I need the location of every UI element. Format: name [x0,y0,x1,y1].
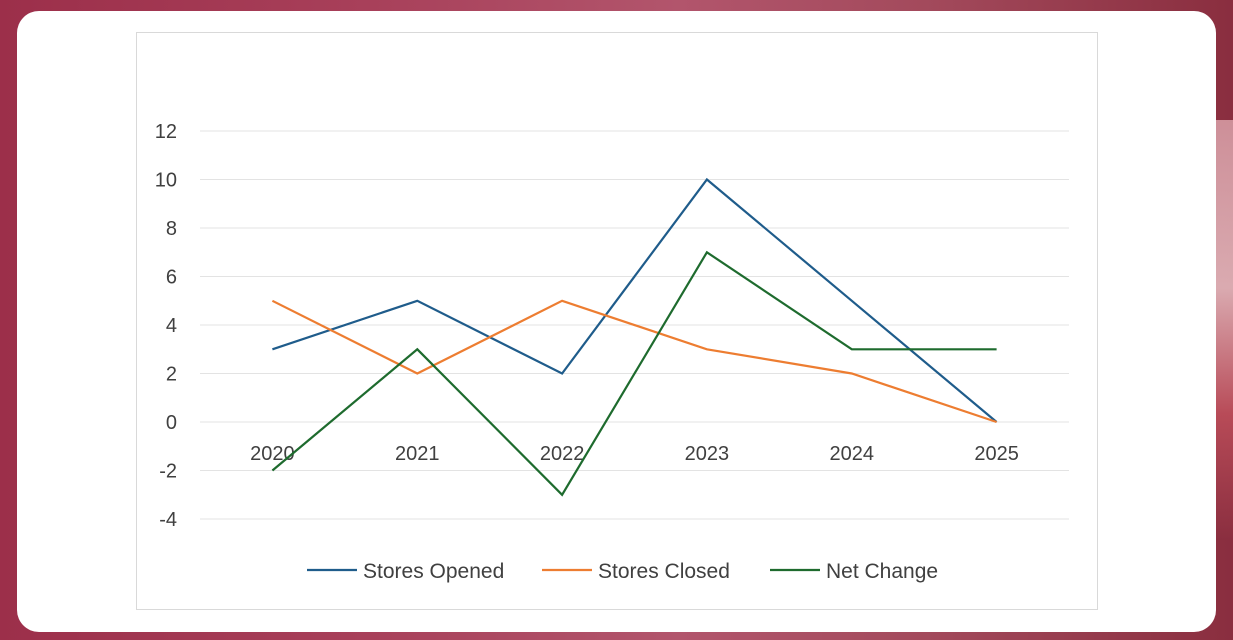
legend-label-net-change: Net Change [826,560,938,583]
x-tick-label: 2023 [685,443,730,465]
y-tick-label: 12 [155,121,177,143]
chart-frame: 12 10 8 6 4 2 0 -2 -4 2020 2021 2022 2023 2024 2025 S… [136,32,1098,610]
y-axis-ticks: 12 10 8 6 4 2 0 -2 -4 [155,121,177,531]
y-tick-label: 0 [166,412,177,434]
x-tick-label: 2022 [540,443,585,465]
series-lines [271,177,998,497]
y-tick-label: -2 [159,461,177,483]
x-tick-label: 2021 [395,443,440,465]
y-tick-label: 6 [166,267,177,289]
x-tick-label: 2025 [974,443,1019,465]
y-tick-label: 2 [166,364,177,386]
y-tick-label: 4 [166,315,177,337]
stores-closed-line [271,299,997,424]
legend: Stores Opened Stores Closed Net Change [307,560,938,583]
stores-opened-line [272,177,998,423]
legend-label-stores-closed: Stores Closed [598,560,730,583]
y-tick-label: -4 [159,509,177,531]
x-tick-label: 2020 [250,443,295,465]
chart-card: 12 10 8 6 4 2 0 -2 -4 2020 2021 2022 2023 2024 2025 S… [17,11,1216,632]
x-axis-ticks: 2020 2021 2022 2023 2024 2025 [250,443,1019,465]
legend-label-stores-opened: Stores Opened [363,560,504,583]
y-tick-label: 8 [166,218,177,240]
net-change-line [271,250,997,497]
line-chart: 12 10 8 6 4 2 0 -2 -4 2020 2021 2022 2023 2024 2025 S… [155,121,1069,583]
x-tick-label: 2024 [830,443,875,465]
y-tick-label: 10 [155,170,177,192]
